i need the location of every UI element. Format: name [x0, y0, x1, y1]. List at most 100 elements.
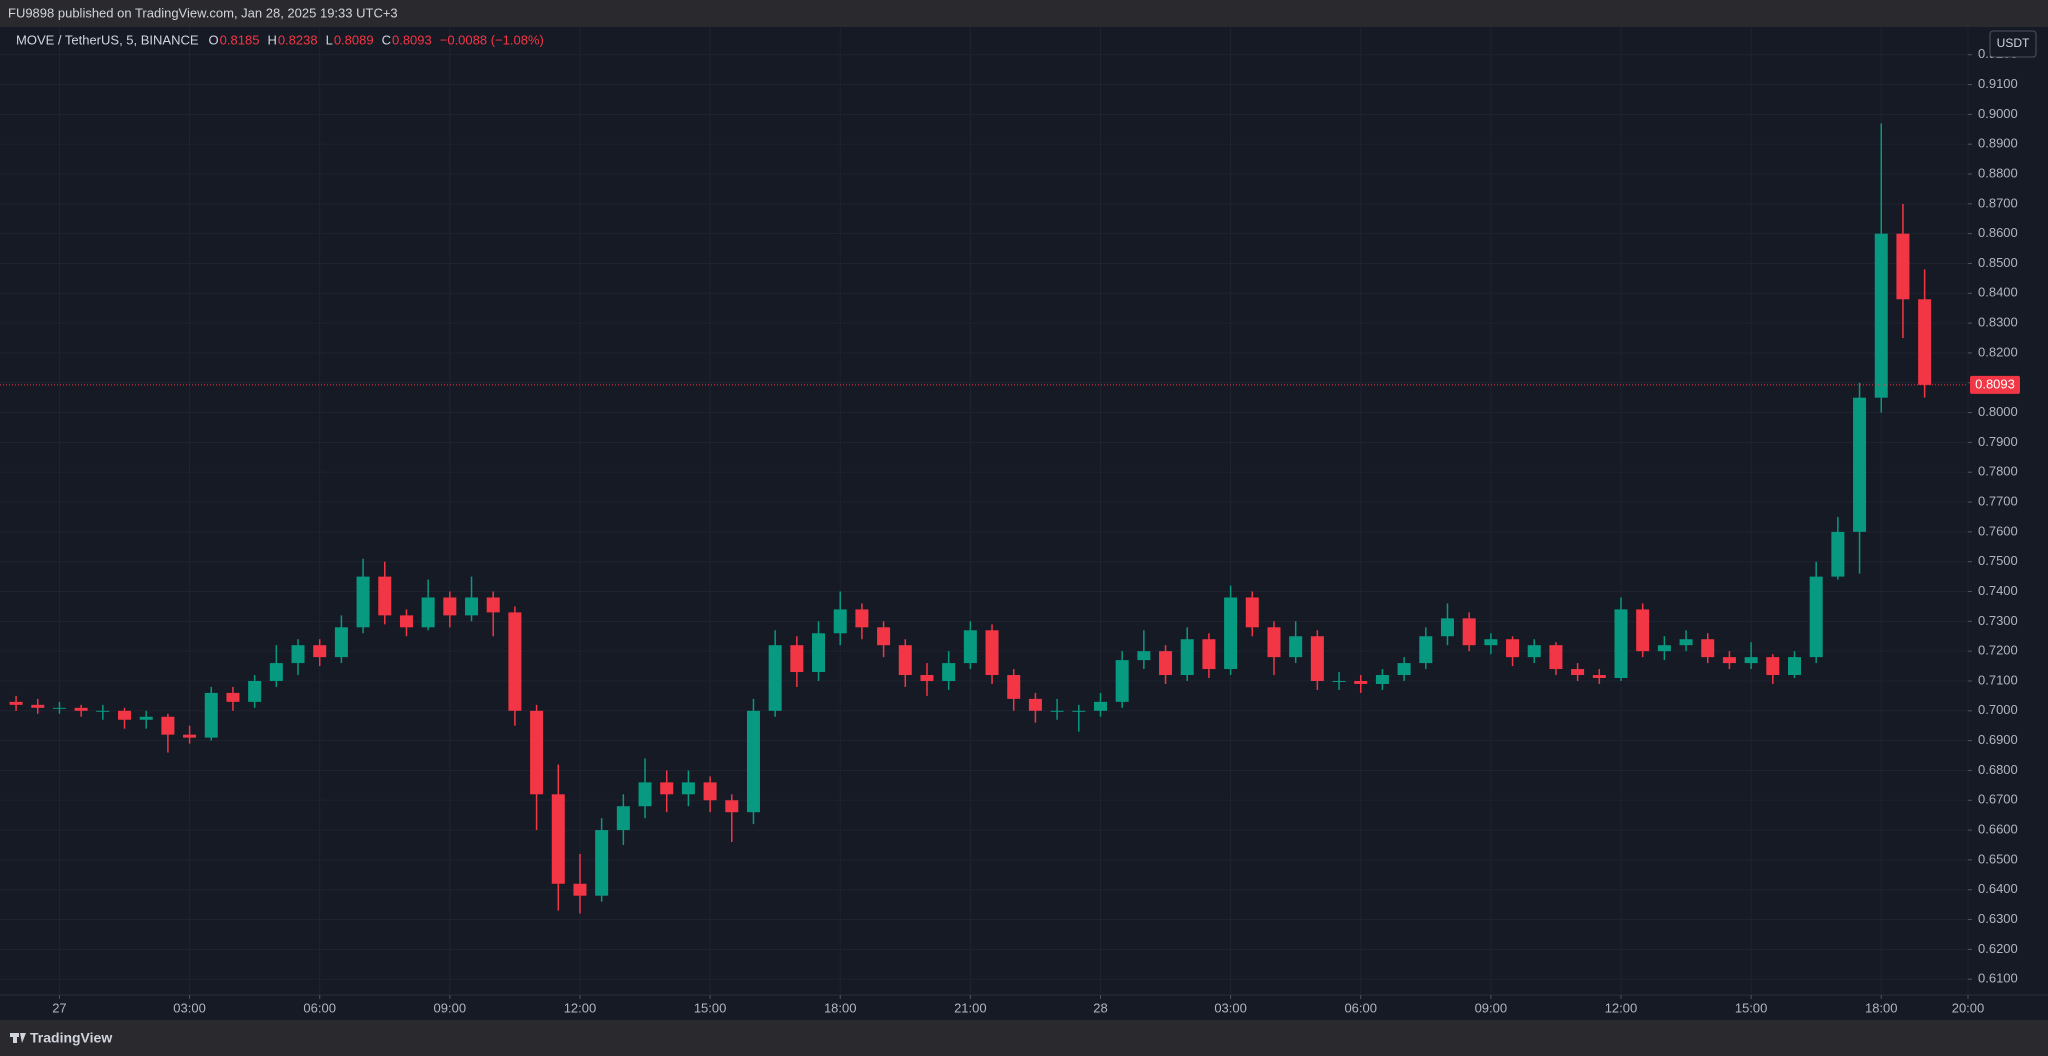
candle-body	[183, 734, 197, 738]
candle-body	[1050, 710, 1064, 712]
candle-body	[595, 830, 609, 896]
plot	[0, 123, 1968, 914]
x-tick-label: 28	[1093, 1000, 1107, 1015]
candle-body	[1354, 680, 1368, 684]
y-tick-label: 0.8600	[1978, 225, 2018, 240]
candle-body	[616, 806, 630, 831]
x-tick-label: 03:00	[173, 1000, 206, 1015]
legend-value: 0.8093	[392, 32, 432, 47]
candle-body	[1549, 645, 1563, 670]
y-tick-label: 0.7900	[1978, 434, 2018, 449]
candle-body	[1874, 233, 1888, 398]
legend-change: −0.0088 (−1.08%)	[440, 32, 544, 47]
candle-body	[1571, 669, 1585, 676]
candle-body	[1744, 657, 1758, 664]
y-tick-label: 0.7800	[1978, 464, 2018, 479]
x-tick-label: 21:00	[954, 1000, 987, 1015]
candle-body	[1245, 597, 1259, 628]
candle-body	[1896, 233, 1910, 300]
y-tick-label: 0.6300	[1978, 911, 2018, 926]
candle-body	[1679, 639, 1693, 646]
candle-body	[74, 707, 88, 711]
candle-body	[530, 710, 544, 795]
y-tick-label: 0.8400	[1978, 285, 2018, 300]
y-tick-label: 0.8700	[1978, 195, 2018, 210]
candle-body	[768, 645, 782, 711]
candle-body	[248, 680, 262, 702]
candle-body	[443, 597, 457, 616]
legend-value: 0.8238	[278, 32, 318, 47]
y-tick-label: 0.7100	[1978, 672, 2018, 687]
candle-body	[96, 710, 110, 712]
y-tick-label: 0.6100	[1978, 971, 2018, 986]
candle-body	[1159, 651, 1173, 676]
grid	[0, 27, 1969, 995]
price-label: 0.8093	[1975, 376, 2015, 391]
candle-body	[1592, 675, 1606, 678]
y-tick-label: 0.8800	[1978, 165, 2018, 180]
footer-brand: TradingView	[30, 1030, 112, 1046]
candle-body	[1831, 531, 1845, 577]
y-tick-label: 0.8000	[1978, 404, 2018, 419]
logo-part	[13, 1033, 17, 1043]
candle-body	[1766, 657, 1780, 676]
candle-body	[1289, 636, 1303, 658]
candle-body	[1224, 597, 1238, 670]
y-tick-label: 0.7600	[1978, 523, 2018, 538]
legend: MOVE / TetherUS, 5, BINANCE O 0.8185 H 0.82…	[16, 32, 544, 47]
y-tick-label: 0.6500	[1978, 851, 2018, 866]
candle-body	[313, 645, 327, 658]
candle-body	[1636, 609, 1650, 652]
candle-body	[1440, 618, 1454, 637]
y-tick-label: 0.7200	[1978, 643, 2018, 658]
candle-body	[399, 615, 413, 628]
candle-body	[204, 692, 218, 738]
candle-body	[1028, 698, 1042, 711]
candle-body	[1267, 627, 1281, 658]
y-tick-label: 0.6800	[1978, 762, 2018, 777]
currency-label[interactable]: USDT	[1997, 36, 2030, 50]
y-tick-label: 0.7000	[1978, 702, 2018, 717]
candle-body	[573, 883, 587, 896]
candle-body	[703, 782, 717, 801]
candle-body	[139, 716, 153, 720]
y-tick-label: 0.6600	[1978, 822, 2018, 837]
candle-body	[1484, 639, 1498, 646]
y-tick-label: 0.8300	[1978, 315, 2018, 330]
candle-body	[1657, 645, 1671, 652]
legend-key: C	[382, 32, 391, 47]
legend-key: L	[326, 32, 333, 47]
candle-body	[551, 794, 565, 884]
candle-body	[855, 609, 869, 628]
candle-body	[118, 710, 132, 720]
legend-key: O	[209, 32, 219, 47]
candle-body	[1614, 609, 1628, 678]
y-tick-label: 0.6400	[1978, 881, 2018, 896]
currency-button[interactable]	[1989, 30, 2037, 58]
y-tick-label: 0.7300	[1978, 613, 2018, 628]
x-tick-label: 15:00	[694, 1000, 727, 1015]
x-tick-label: 09:00	[1475, 1000, 1508, 1015]
y-tick-label: 0.8900	[1978, 136, 2018, 151]
x-tick-label: 09:00	[434, 1000, 467, 1015]
candle-body	[421, 597, 435, 628]
y-tick-label: 0.6900	[1978, 732, 2018, 747]
candle-body	[269, 663, 283, 681]
candle-body	[963, 630, 977, 664]
y-tick-label: 0.8200	[1978, 344, 2018, 359]
y-tick-label: 0.6200	[1978, 941, 2018, 956]
candle-body	[334, 627, 348, 658]
candle-body	[31, 704, 45, 708]
candle-body	[52, 707, 66, 709]
x-tick-label: 06:00	[1344, 1000, 1377, 1015]
axes: 0.6100 0.6200 0.6300 0.6400 0.6500 0.6600 0.67…	[52, 46, 2020, 1015]
symbol: MOVE / TetherUS, 5, BINANCE	[16, 32, 199, 47]
candle-body	[1701, 639, 1715, 658]
top-bar	[0, 0, 2048, 27]
x-tick-label: 18:00	[1865, 1000, 1898, 1015]
candle-body	[1809, 576, 1823, 658]
candle-body	[1375, 675, 1389, 684]
candle-body	[9, 701, 23, 705]
